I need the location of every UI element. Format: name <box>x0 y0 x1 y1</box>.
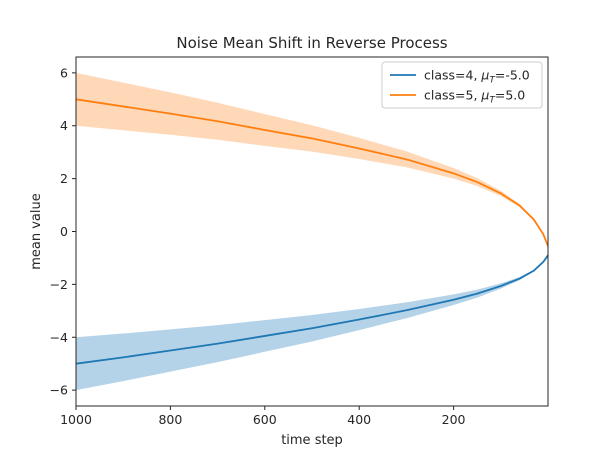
line-series-1 <box>75 98 549 247</box>
x-tick-label: 1000 <box>60 412 92 427</box>
y-tick-label: −4 <box>50 330 68 345</box>
y-axis: 6 4 2 0 −2 −4 −6 <box>50 65 76 398</box>
legend-label-1: class=5, μT=5.0 <box>424 88 525 106</box>
x-axis-label: time step <box>281 433 343 448</box>
y-tick-label: −6 <box>50 383 68 398</box>
x-tick-label: 600 <box>253 412 277 427</box>
x-tick-label: 200 <box>442 412 466 427</box>
band-series-0 <box>76 255 548 391</box>
legend-label-0: class=4, μT=-5.0 <box>424 68 530 86</box>
y-tick-label: 0 <box>60 224 68 239</box>
y-tick-label: 2 <box>60 171 68 186</box>
x-tick-label: 800 <box>158 412 182 427</box>
x-tick-label: 400 <box>347 412 371 427</box>
series-lines <box>75 98 549 365</box>
y-tick-label: −2 <box>50 277 68 292</box>
legend: class=4, μT=-5.0 class=5, μT=5.0 <box>381 61 543 109</box>
x-axis: 1000 800 600 400 200 <box>60 406 466 427</box>
y-tick-label: 6 <box>60 65 68 80</box>
confidence-bands <box>76 72 548 391</box>
chart-title: Noise Mean Shift in Reverse Process <box>176 34 447 52</box>
band-series-1 <box>76 72 548 247</box>
line-series-0 <box>75 254 549 365</box>
legend-box <box>381 61 543 109</box>
y-tick-label: 4 <box>60 118 68 133</box>
y-axis-label: mean value <box>29 193 44 270</box>
